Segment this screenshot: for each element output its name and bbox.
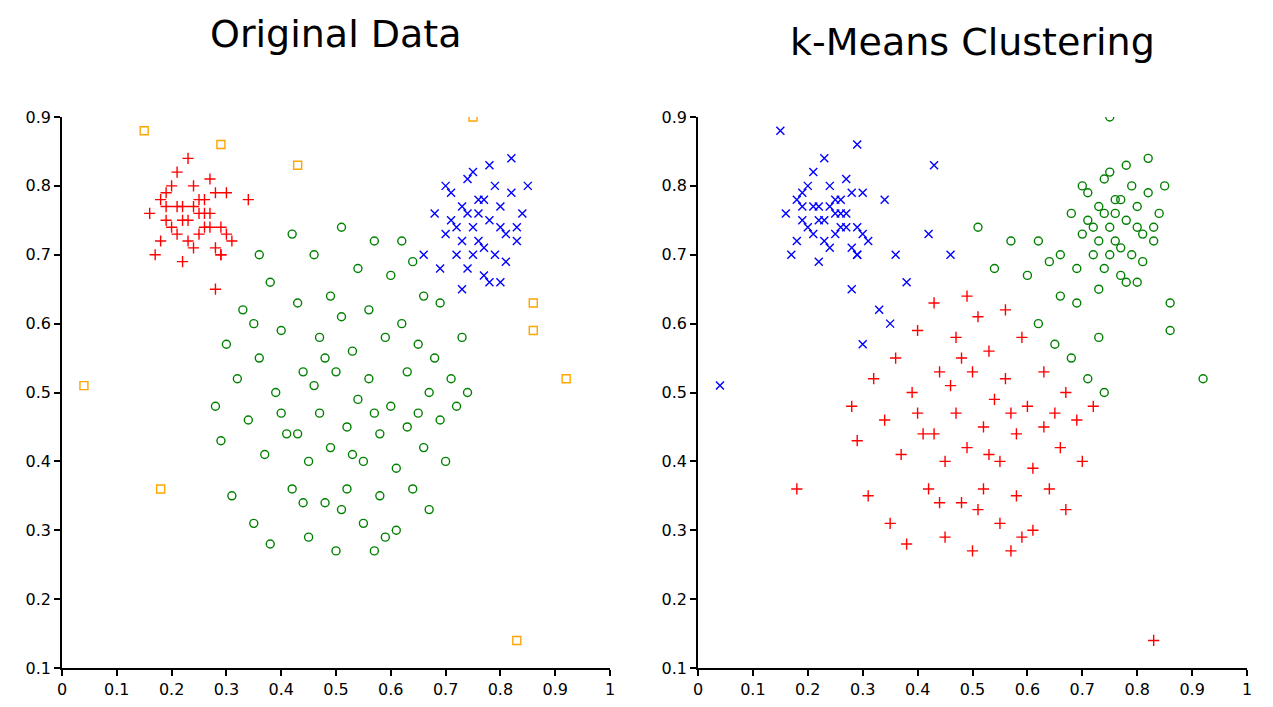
svg-text:0.3: 0.3 [26,521,51,540]
svg-text:0.6: 0.6 [26,314,51,333]
svg-text:0: 0 [57,680,67,699]
svg-text:0.1: 0.1 [104,680,129,699]
svg-text:0.8: 0.8 [26,176,51,195]
svg-text:0.5: 0.5 [662,383,687,402]
svg-text:0.9: 0.9 [662,108,687,127]
svg-text:0.7: 0.7 [1070,680,1095,699]
svg-text:1: 1 [605,680,615,699]
svg-text:0.8: 0.8 [488,680,513,699]
svg-text:0.6: 0.6 [1015,680,1040,699]
svg-text:0.1: 0.1 [26,659,51,678]
svg-text:Original Data: Original Data [210,12,462,56]
svg-text:0.4: 0.4 [662,452,687,471]
svg-text:0.4: 0.4 [905,680,930,699]
svg-text:0.9: 0.9 [26,108,51,127]
svg-text:0.5: 0.5 [960,680,985,699]
svg-text:0.8: 0.8 [1124,680,1149,699]
svg-text:0.3: 0.3 [214,680,239,699]
svg-text:0.8: 0.8 [662,176,687,195]
svg-text:0.2: 0.2 [159,680,184,699]
svg-text:0.5: 0.5 [323,680,348,699]
svg-text:0.7: 0.7 [26,245,51,264]
svg-text:0.6: 0.6 [378,680,403,699]
svg-text:0.3: 0.3 [662,521,687,540]
svg-text:0.7: 0.7 [433,680,458,699]
svg-text:0.9: 0.9 [542,680,567,699]
svg-text:0.4: 0.4 [268,680,293,699]
svg-text:k-Means Clustering: k-Means Clustering [790,20,1155,64]
svg-text:0.1: 0.1 [662,659,687,678]
svg-text:0.5: 0.5 [26,383,51,402]
svg-text:0.7: 0.7 [662,245,687,264]
svg-text:0.2: 0.2 [662,590,687,609]
svg-text:0.2: 0.2 [26,590,51,609]
svg-text:0.4: 0.4 [26,452,51,471]
svg-text:0.9: 0.9 [1179,680,1204,699]
svg-text:0.3: 0.3 [850,680,875,699]
svg-text:0.1: 0.1 [740,680,765,699]
svg-text:1: 1 [1242,680,1252,699]
svg-text:0.6: 0.6 [662,314,687,333]
svg-text:0.2: 0.2 [795,680,820,699]
svg-text:0: 0 [693,680,703,699]
